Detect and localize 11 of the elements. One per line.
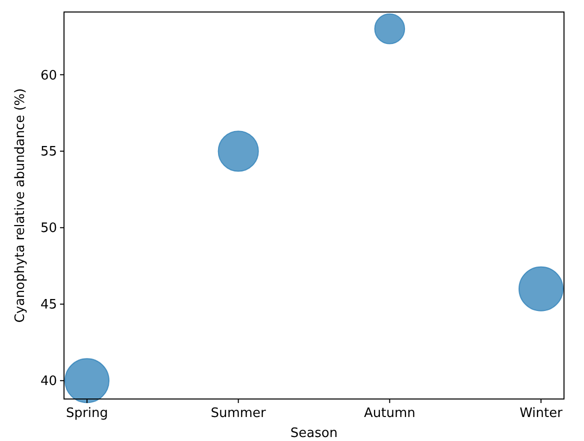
- x-axis-title: Season: [290, 426, 338, 441]
- x-tick-label: Summer: [210, 406, 267, 421]
- y-tick-label: 40: [40, 374, 57, 390]
- y-tick-label: 50: [40, 221, 57, 236]
- x-tick-label: Winter: [520, 406, 564, 421]
- x-tick-label: Spring: [66, 406, 108, 421]
- y-tick-label: 45: [40, 298, 57, 313]
- y-tick-label: 55: [40, 144, 57, 160]
- y-tick-label: 60: [40, 68, 57, 84]
- y-axis-title: Cyanophyta relative abundance (%): [13, 88, 28, 323]
- x-tick-label: Autumn: [364, 406, 416, 421]
